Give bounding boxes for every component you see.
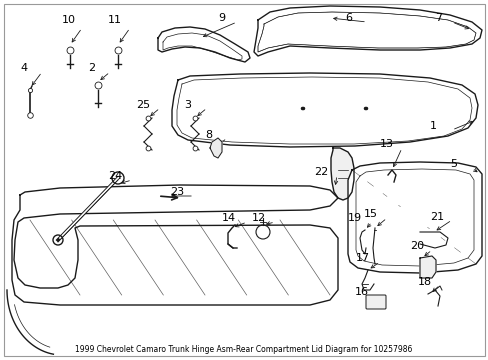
Polygon shape — [172, 73, 477, 147]
Text: 17: 17 — [355, 253, 369, 263]
Text: 3: 3 — [183, 100, 191, 110]
Text: 22: 22 — [313, 167, 327, 177]
Text: 2: 2 — [88, 63, 95, 73]
Text: 16: 16 — [354, 287, 368, 297]
Text: 1999 Chevrolet Camaro Trunk Hinge Asm-Rear Compartment Lid Diagram for 10257986: 1999 Chevrolet Camaro Trunk Hinge Asm-Re… — [75, 346, 412, 355]
Text: 5: 5 — [449, 159, 456, 169]
Text: 18: 18 — [417, 277, 431, 287]
Polygon shape — [330, 148, 353, 200]
Text: 10: 10 — [62, 15, 76, 25]
Polygon shape — [209, 138, 222, 158]
Text: 25: 25 — [136, 100, 150, 110]
Text: 4: 4 — [20, 63, 27, 73]
Text: 20: 20 — [409, 241, 423, 251]
Text: 7: 7 — [434, 13, 441, 23]
Polygon shape — [158, 27, 249, 62]
Text: 24: 24 — [108, 171, 122, 181]
Text: 8: 8 — [204, 130, 212, 140]
Polygon shape — [253, 6, 481, 56]
Text: 14: 14 — [222, 213, 236, 223]
Text: 1: 1 — [429, 121, 436, 131]
Text: 19: 19 — [347, 213, 362, 223]
Polygon shape — [347, 162, 481, 273]
Text: 6: 6 — [345, 13, 351, 23]
FancyBboxPatch shape — [365, 295, 385, 309]
Text: 11: 11 — [108, 15, 122, 25]
Text: 23: 23 — [170, 187, 184, 197]
Text: 15: 15 — [363, 209, 377, 219]
Polygon shape — [12, 185, 337, 305]
Text: 9: 9 — [218, 13, 224, 23]
Text: 12: 12 — [251, 213, 265, 223]
Polygon shape — [419, 256, 435, 278]
Text: 21: 21 — [429, 212, 443, 222]
Text: 13: 13 — [379, 139, 393, 149]
